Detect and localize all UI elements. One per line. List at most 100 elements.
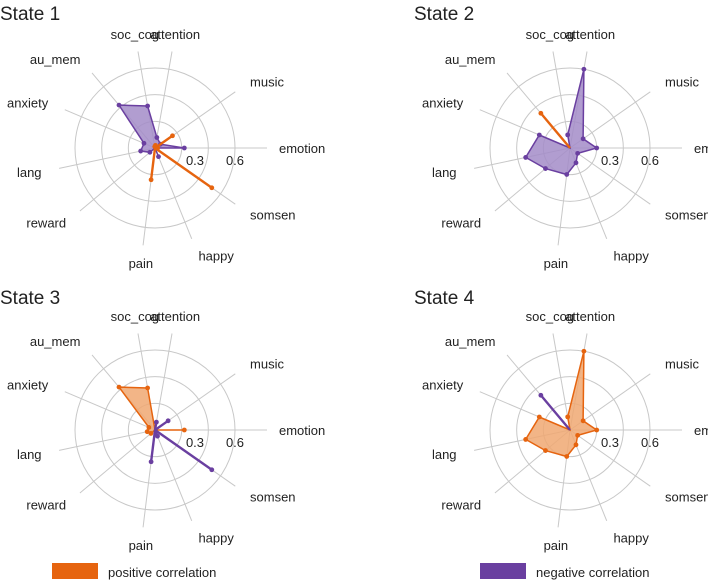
axis-label: happy [613,249,649,264]
data-point [148,459,154,465]
data-point [165,418,171,424]
axis-label: anxiety [422,378,464,393]
spoke [79,429,156,494]
axis-label: reward [441,216,481,231]
data-point [564,454,570,459]
axis-label: anxiety [422,96,464,111]
spoke [64,391,156,431]
axis-label: emotion [694,423,708,438]
panel-title: State 2 [414,4,474,25]
data-point [581,66,587,72]
data-point [153,419,159,425]
tick-label: 0.6 [641,435,659,450]
spoke [64,109,156,149]
data-point [148,431,154,436]
legend-swatch-negative [480,563,526,579]
spoke [154,429,193,522]
axis-label: attention [565,27,615,42]
data-point [536,132,542,138]
spoke [59,429,156,451]
data-ray-positive [149,147,157,180]
data-point [145,385,150,391]
axis-label: somsen [250,490,296,505]
axis-label: somsen [665,208,708,223]
axis-label: pain [129,256,154,271]
data-point [565,132,571,138]
legend: positive correlation negative correlatio… [52,563,649,580]
tick-label: 0.6 [641,153,659,168]
axis-label: lang [432,447,457,462]
data-point [156,154,161,160]
data-point [564,172,570,177]
data-point [155,433,160,439]
spoke [552,333,571,431]
axis-label: au_mem [445,52,496,67]
axis-label: music [250,74,284,89]
data-point [181,427,187,433]
data-point [170,133,175,139]
axis-label: emotion [279,423,325,438]
spoke [154,147,193,240]
data-point [523,155,529,160]
axis-label: anxiety [7,96,49,111]
axis-label: reward [26,216,66,231]
tick-label: 0.6 [226,153,244,168]
data-point [543,448,548,453]
axis-label: somsen [665,490,708,505]
data-point [575,150,581,156]
spoke [154,333,173,431]
data-point [523,437,529,442]
data-point [594,145,600,151]
panel-title: State 3 [0,288,60,309]
panel-title: State 4 [414,288,475,309]
axis-label: somsen [250,208,296,223]
data-point [154,135,160,140]
legend-label-positive: positive correlation [108,565,216,580]
data-ray-positive [154,147,213,189]
data-ray-positive [154,134,174,149]
spoke [552,51,571,149]
axis-label: pain [129,538,154,553]
data-point [147,149,153,155]
axis-label: emotion [279,141,325,156]
spoke [569,429,651,487]
axis-label: anxiety [7,378,49,393]
data-point [573,160,579,166]
axis-label: happy [198,531,234,546]
data-point [145,103,150,109]
data-ray-positive [539,112,571,149]
axis-label: soc_cog [526,309,574,324]
data-point [565,414,571,420]
panel-title: State 1 [0,4,60,25]
axis-label: reward [441,498,481,513]
data-ray-negative [539,394,571,431]
data-point [575,432,581,438]
axis-label: attention [150,27,200,42]
data-ray-negative [149,429,157,462]
axis-label: soc_cog [111,27,159,42]
data-point [148,177,154,183]
legend-label-negative: negative correlation [536,565,649,580]
spoke [569,147,651,205]
axis-label: happy [198,249,234,264]
axis-label: music [665,74,699,89]
tick-label: 0.3 [186,435,204,450]
data-point [581,348,587,354]
tick-label: 0.3 [601,153,619,168]
data-point [181,145,187,151]
data-point [580,418,586,424]
axis-label: music [250,356,284,371]
axis-label: pain [544,538,569,553]
data-point [538,110,544,116]
data-point [536,414,542,420]
axis-label: attention [150,309,200,324]
data-point [573,442,579,448]
tick-label: 0.3 [601,435,619,450]
axis-label: lang [17,447,42,462]
tick-label: 0.3 [186,153,204,168]
data-point [543,166,548,171]
data-point [141,140,147,146]
